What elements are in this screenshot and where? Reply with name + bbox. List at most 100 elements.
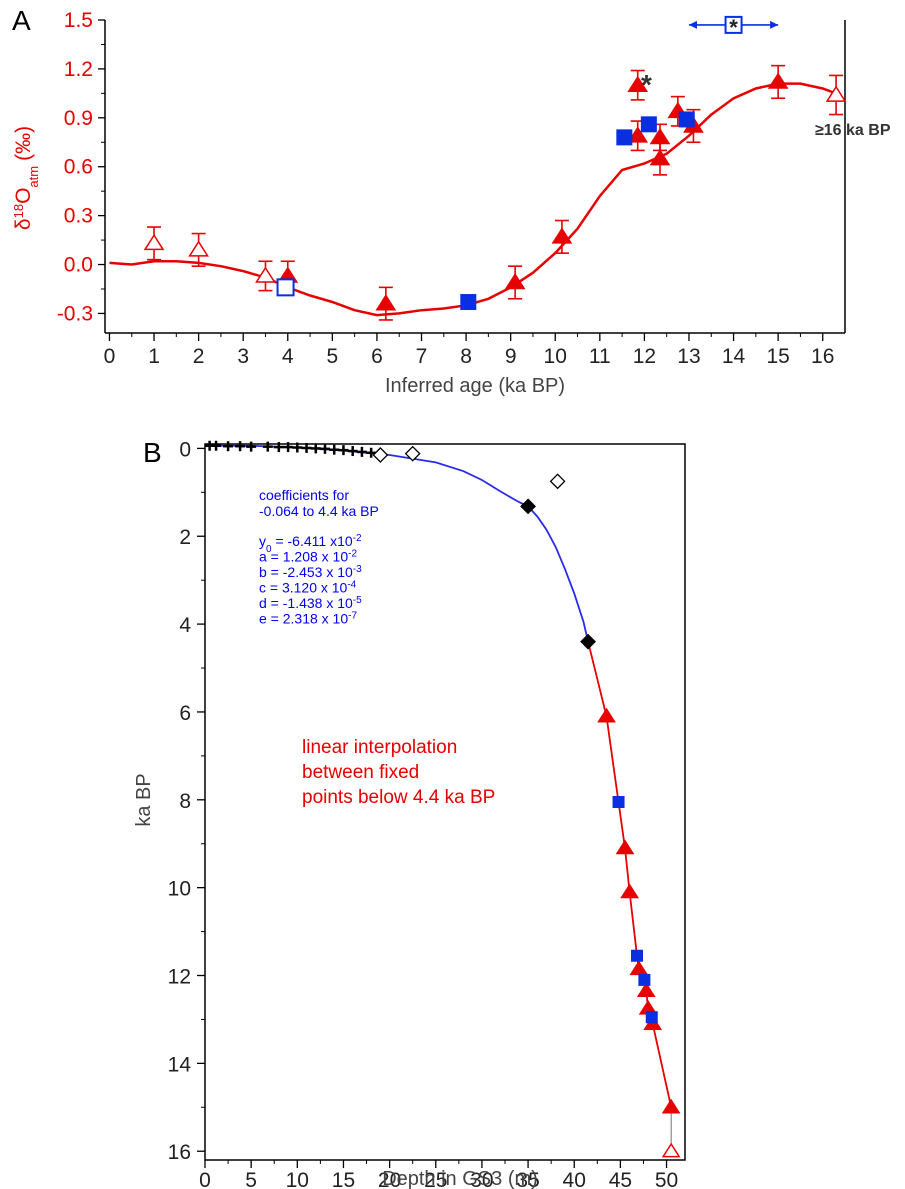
coef-line: e = 2.318 x 10-7 [259,610,357,627]
y-tick-label: 10 [168,878,191,901]
panel-b-marks [204,440,681,1158]
filled-triangle-point [627,75,649,93]
open-triangle-point [143,233,165,251]
y-tick-label: 14 [168,1053,192,1076]
interp-line-text: between fixed [302,762,419,783]
x-tick-label: 16 [811,345,834,368]
open-triangle-point [825,85,847,102]
x-tick-label: 50 [655,1169,678,1189]
open-triangle-point [661,1142,681,1158]
panel-a-fit-line [109,82,837,317]
coef-title-1: coefficients for [259,487,349,503]
x-tick-label: 25 [424,1169,447,1189]
filled-square-point [640,116,657,133]
diamond-open-point [549,473,566,490]
y-tick-label: 4 [179,614,191,637]
coef-pre: b = -2.453 x 10 [259,564,353,580]
coef-pre: d = -1.438 x 10 [259,595,353,611]
coef-mid: = -6.411 x10 [272,533,353,549]
x-tick-label: 10 [544,345,567,368]
panel-a-y-axis-title: δ18Oatm (‰) [11,126,41,230]
star-glyph: * [729,15,738,40]
x-tick-label: 0 [104,345,116,368]
y-title-o: O [12,188,35,204]
y-tick-label: 1.2 [64,58,93,81]
filled-triangle-point [636,982,656,998]
panel-b: B 0 5 10 15 20 25 30 35 40 45 50 0 2 4 6 8 10 12 14 16 Dep… [133,437,686,1189]
panel-a-letter: A [12,5,31,36]
coef-sub: 0 [266,544,272,555]
panel-a-y-ticks: -0.3 0.0 0.3 0.6 0.9 1.2 1.5 [57,9,105,325]
diamond-open-point [372,447,389,463]
coef-line: c = 3.120 x 10-4 [259,579,357,596]
filled-square-point [616,129,633,146]
x-tick-label: 5 [245,1169,257,1189]
filled-triangle-point [661,1098,681,1114]
open-triangle-point [255,266,276,283]
filled-square-point [645,1011,658,1024]
filled-triangle-point [615,839,635,855]
x-tick-label: 14 [722,345,746,368]
coef-pre: c = 3.120 x 10 [259,580,348,596]
x-tick-label: 20 [378,1169,401,1189]
panel-a-x-axis-title: Inferred age (ka BP) [385,375,565,397]
panel-b-letter: B [143,437,162,468]
coef-line: y0 = -6.411 x10-2 [259,533,362,555]
filled-square-point [460,294,477,311]
coef-pre: e = 2.318 x 10 [259,611,348,627]
y-tick-label: 0.3 [64,205,93,228]
y-tick-label: 12 [168,966,191,989]
filled-triangle-point [629,960,649,976]
x-tick-label: 4 [282,345,294,368]
x-tick-label: 5 [327,345,339,368]
filled-triangle-point [620,883,639,899]
x-tick-label: 2 [193,345,205,368]
filled-square-point [612,796,625,808]
x-tick-label: 13 [677,345,700,368]
y-title-delta: δ [12,218,35,230]
arrow-head-right [770,20,779,29]
x-tick-label: 10 [286,1169,309,1189]
y-tick-label: 0 [179,438,191,461]
y-tick-label: 0.9 [64,107,93,130]
open-square-point [276,278,295,297]
interpolation-note: linear interpolation between fixed points … [302,737,495,808]
panel-a-x-ticks: 0 1 2 3 4 5 6 7 8 9 10 11 12 13 14 15 16 [104,333,834,368]
coef-sup: -7 [348,610,357,621]
diamond-open-point [404,445,421,462]
arrow-head-left [688,20,697,29]
coef-sup: -5 [353,595,362,606]
x-tick-label: 9 [505,345,517,368]
interp-line-text: points below 4.4 ka BP [302,787,495,808]
y-tick-label: 16 [168,1141,191,1164]
filled-triangle-point [504,272,526,290]
panel-a: A 0 1 2 3 4 5 6 7 8 9 10 11 12 13 14 15 16 -0.30.00.30.6… [11,5,891,397]
x-tick-label: 8 [460,345,472,368]
panel-b-y-ticks: 0 2 4 6 8 10 12 14 16 [168,438,205,1164]
y-tick-label: 1.5 [64,9,93,32]
coef-sup: -3 [353,564,362,575]
panel-b-x-axis-title: Depth in GS3 (m) [382,1168,538,1189]
x-tick-label: 35 [516,1169,539,1189]
coef-line: b = -2.453 x 10-3 [259,564,362,581]
filled-triangle-point [597,707,616,723]
coef-sup: -2 [348,548,357,559]
x-tick-label: 45 [609,1169,632,1189]
filled-triangle-point [649,149,671,166]
panel-b-frame [204,443,686,1161]
x-tick-label: 3 [237,345,249,368]
y-title-sub: atm [26,166,41,188]
filled-square-point [631,949,643,962]
panel-b-y-axis-title: ka BP [133,773,155,826]
x-tick-label: 1 [148,345,160,368]
filled-triangle-point [551,227,573,244]
x-tick-label: 15 [332,1169,355,1189]
filled-square-point [638,973,651,986]
coef-sup: -4 [347,579,356,590]
age-annotation: ≥16 ka BP [815,122,891,139]
y-tick-label: -0.3 [57,302,93,325]
filled-triangle-point [767,72,789,89]
y-tick-label: 2 [179,526,191,549]
coef-sup: -2 [353,533,362,544]
panel-b-x-ticks: 0 5 10 15 20 25 30 35 40 45 50 [199,1160,678,1189]
